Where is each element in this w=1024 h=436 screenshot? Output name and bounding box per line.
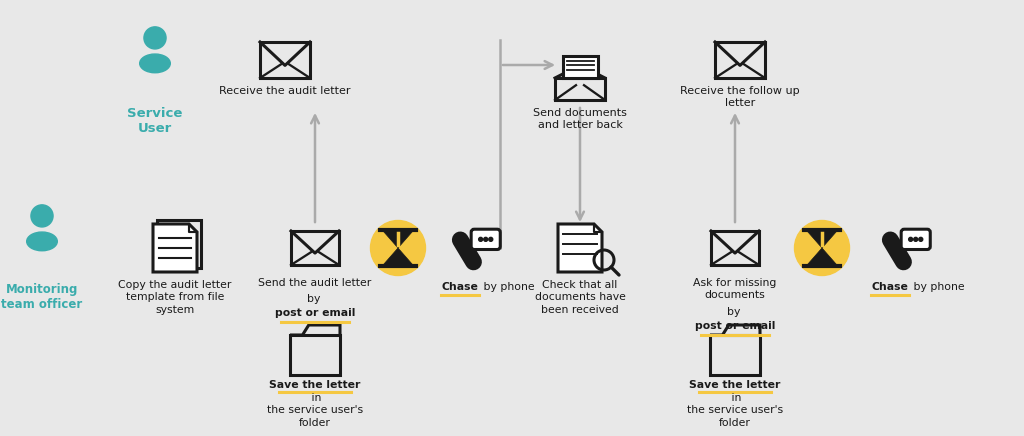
Text: Receive the follow up
letter: Receive the follow up letter — [680, 86, 800, 109]
Circle shape — [144, 27, 166, 49]
Text: Send the audit letter: Send the audit letter — [258, 278, 372, 288]
Circle shape — [31, 205, 53, 227]
Text: Chase: Chase — [871, 282, 908, 292]
Text: Monitoring
team officer: Monitoring team officer — [1, 283, 83, 311]
Text: Save the letter: Save the letter — [689, 380, 780, 390]
Circle shape — [478, 237, 482, 242]
Text: by phone: by phone — [480, 282, 535, 292]
FancyBboxPatch shape — [562, 56, 597, 78]
Polygon shape — [382, 230, 414, 248]
Text: Check that all
documents have
been received: Check that all documents have been recei… — [535, 280, 626, 315]
Polygon shape — [382, 248, 414, 266]
Text: Save the letter: Save the letter — [269, 380, 360, 390]
Text: post or email: post or email — [274, 308, 355, 318]
Text: Send documents
and letter back: Send documents and letter back — [534, 108, 627, 130]
Circle shape — [795, 221, 850, 276]
Text: Ask for missing
documents: Ask for missing documents — [693, 278, 776, 300]
FancyBboxPatch shape — [157, 220, 201, 268]
Text: Copy the audit letter
template from file
system: Copy the audit letter template from file… — [119, 280, 231, 315]
FancyBboxPatch shape — [901, 229, 930, 249]
FancyBboxPatch shape — [471, 229, 501, 249]
Text: Chase: Chase — [441, 282, 478, 292]
Ellipse shape — [139, 54, 170, 73]
Circle shape — [885, 235, 896, 245]
Circle shape — [908, 237, 912, 242]
Text: Receive the audit letter: Receive the audit letter — [219, 86, 351, 96]
Circle shape — [371, 221, 426, 276]
Text: post or email: post or email — [695, 321, 775, 331]
Text: by: by — [727, 307, 743, 317]
Circle shape — [919, 237, 923, 242]
Text: by phone: by phone — [910, 282, 965, 292]
Circle shape — [483, 237, 487, 242]
Ellipse shape — [27, 232, 57, 251]
Polygon shape — [558, 224, 602, 272]
Circle shape — [898, 256, 909, 267]
Circle shape — [455, 235, 466, 245]
Circle shape — [913, 237, 918, 242]
Polygon shape — [806, 248, 838, 266]
Text: Service
User: Service User — [127, 107, 182, 135]
Circle shape — [488, 237, 493, 242]
Text: in
the service user's
folder: in the service user's folder — [267, 393, 364, 428]
Circle shape — [468, 256, 479, 267]
Polygon shape — [806, 230, 838, 248]
Text: by: by — [306, 294, 324, 304]
Polygon shape — [153, 224, 197, 272]
Text: in
the service user's
folder: in the service user's folder — [687, 393, 783, 428]
